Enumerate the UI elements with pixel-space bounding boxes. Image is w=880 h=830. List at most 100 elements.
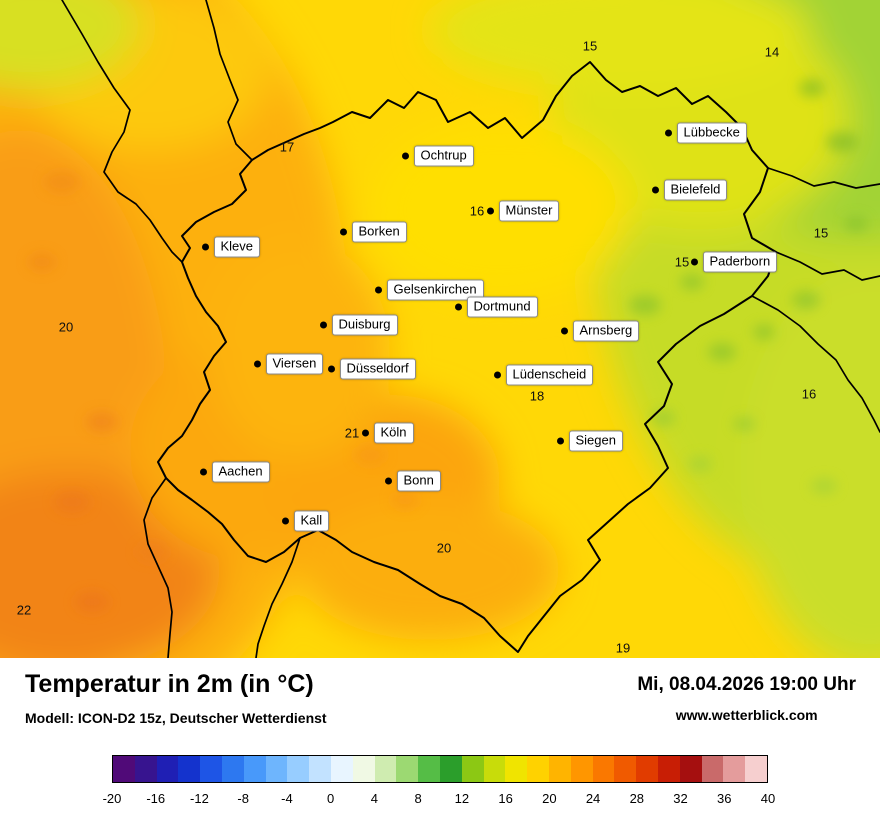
border-southwest [143, 477, 173, 658]
city-dot-icon [556, 437, 564, 445]
city-label: Paderborn [702, 251, 778, 273]
city-marker: Münster [486, 200, 560, 222]
city-label: Siegen [568, 430, 623, 452]
city-marker: Arnsberg [560, 320, 640, 342]
city-marker: Lübbecke [664, 122, 747, 144]
city-dot-icon [201, 243, 209, 251]
colorbar-tick: 16 [498, 791, 513, 806]
colorbar-tick-labels: -20 -16 -12 -8 -4 0 4 8 12 16 20 24 28 32 36 40 [103, 791, 776, 811]
map-title: Temperatur in 2m (in °C) [25, 670, 314, 698]
colorbar-tick: 36 [717, 791, 732, 806]
temperature-value: 22 [16, 602, 32, 618]
city-label: Kleve [213, 236, 261, 258]
city-marker: Ochtrup [401, 145, 474, 167]
city-marker: Köln [361, 422, 414, 444]
colorbar-segment [309, 756, 331, 782]
colorbar-segment [374, 756, 397, 782]
colorbar-segment [505, 756, 528, 782]
city-label: Düsseldorf [339, 358, 416, 380]
city-marker: Borken [339, 221, 407, 243]
border-east [775, 251, 880, 281]
colorbar-segment [156, 756, 179, 782]
city-dot-icon [384, 477, 392, 485]
colorbar-segment [592, 756, 615, 782]
temperature-value: 18 [529, 388, 545, 404]
city-label: Lüdenscheid [505, 364, 594, 386]
border-northeast [767, 167, 880, 189]
colorbar-segment [636, 756, 658, 782]
city-marker: Kleve [201, 236, 261, 258]
colorbar-segment [483, 756, 506, 782]
city-marker: Paderborn [690, 251, 778, 273]
colorbar-segment [701, 756, 724, 782]
colorbar-tick: 0 [327, 791, 335, 806]
city-label: Aachen [211, 461, 270, 483]
city-label: Münster [498, 200, 560, 222]
city-marker: Gelsenkirchen [374, 279, 484, 301]
colorbar-segment [178, 756, 201, 782]
state-borders [61, 0, 880, 658]
colorbar-tick: -8 [237, 791, 249, 806]
city-dot-icon [199, 468, 207, 476]
colorbar-segment [221, 756, 244, 782]
city-dot-icon [651, 186, 659, 194]
city-label: Ochtrup [413, 145, 474, 167]
colorbar-segment [396, 756, 419, 782]
city-label: Bielefeld [663, 179, 728, 201]
colorbar-segment [134, 756, 157, 782]
temperature-value: 21 [344, 425, 360, 441]
city-dot-icon [281, 517, 289, 525]
city-dot-icon [560, 327, 568, 335]
colorbar-tick: -4 [281, 791, 293, 806]
temperature-value: 20 [58, 319, 74, 335]
colorbar-segment [679, 756, 702, 782]
city-marker: Dortmund [454, 296, 538, 318]
colorbar-segment [243, 756, 266, 782]
colorbar-segment [461, 756, 484, 782]
colorbar-gradient [112, 755, 768, 783]
colorbar-tick: 8 [414, 791, 422, 806]
city-label: Borken [351, 221, 407, 243]
temperature-value: 15 [674, 254, 690, 270]
temperature-value: 16 [801, 386, 817, 402]
city-label: Gelsenkirchen [386, 279, 484, 301]
map-overlays: Ochtrup Lübbecke Bielefeld Münster Borken Kle… [16, 39, 829, 656]
border-netherlands-2 [205, 0, 253, 161]
city-dot-icon [374, 286, 382, 294]
border-hessen [751, 295, 880, 433]
city-marker: Duisburg [319, 314, 398, 336]
city-label: Kall [293, 510, 330, 532]
colorbar-segment [439, 756, 462, 782]
colorbar-segment [723, 756, 746, 782]
temperature-value: 20 [436, 540, 452, 556]
colorbar-tick: -12 [190, 791, 209, 806]
colorbar-tick: 32 [673, 791, 688, 806]
city-marker: Düsseldorf [327, 358, 416, 380]
colorbar-segment [418, 756, 440, 782]
colorbar-tick: -16 [146, 791, 166, 806]
city-label: Lübbecke [676, 122, 747, 144]
city-dot-icon [401, 152, 409, 160]
temperature-value: 14 [764, 44, 780, 60]
temperature-map: Ochtrup Lübbecke Bielefeld Münster Borken Kle… [0, 0, 880, 658]
temperature-value: 15 [813, 225, 829, 241]
colorbar-tick: 20 [542, 791, 557, 806]
city-marker: Lüdenscheid [493, 364, 594, 386]
city-dot-icon [319, 321, 327, 329]
map-graphic [0, 0, 880, 658]
city-marker: Viersen [253, 353, 324, 375]
temperature-value: 19 [615, 640, 631, 656]
model-info: Modell: ICON-D2 15z, Deutscher Wetterdie… [25, 710, 327, 726]
temperature-value: 17 [279, 139, 295, 155]
colorbar-segment [527, 756, 549, 782]
website-link[interactable]: www.wetterblick.com [675, 707, 818, 723]
border-south [255, 537, 301, 658]
city-marker: Bonn [384, 470, 441, 492]
city-label: Köln [373, 422, 414, 444]
city-marker: Siegen [556, 430, 623, 452]
city-dot-icon [690, 258, 698, 266]
city-marker: Bielefeld [651, 179, 728, 201]
city-label: Bonn [396, 470, 441, 492]
colorbar-segment [570, 756, 593, 782]
